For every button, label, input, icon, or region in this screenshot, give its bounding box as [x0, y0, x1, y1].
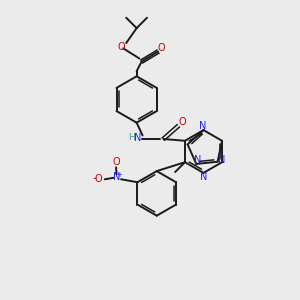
Text: N: N — [134, 133, 141, 142]
Text: O: O — [158, 43, 165, 53]
Text: N: N — [218, 155, 225, 165]
Text: N: N — [200, 172, 207, 182]
Text: N: N — [194, 155, 202, 165]
Text: O: O — [112, 157, 120, 167]
Text: H: H — [128, 133, 135, 142]
Text: O: O — [117, 42, 125, 52]
Text: O: O — [95, 174, 103, 184]
Text: O: O — [178, 117, 186, 127]
Text: -: - — [93, 173, 97, 183]
Text: +: + — [117, 172, 122, 178]
Text: N: N — [113, 172, 120, 182]
Text: N: N — [199, 121, 207, 131]
